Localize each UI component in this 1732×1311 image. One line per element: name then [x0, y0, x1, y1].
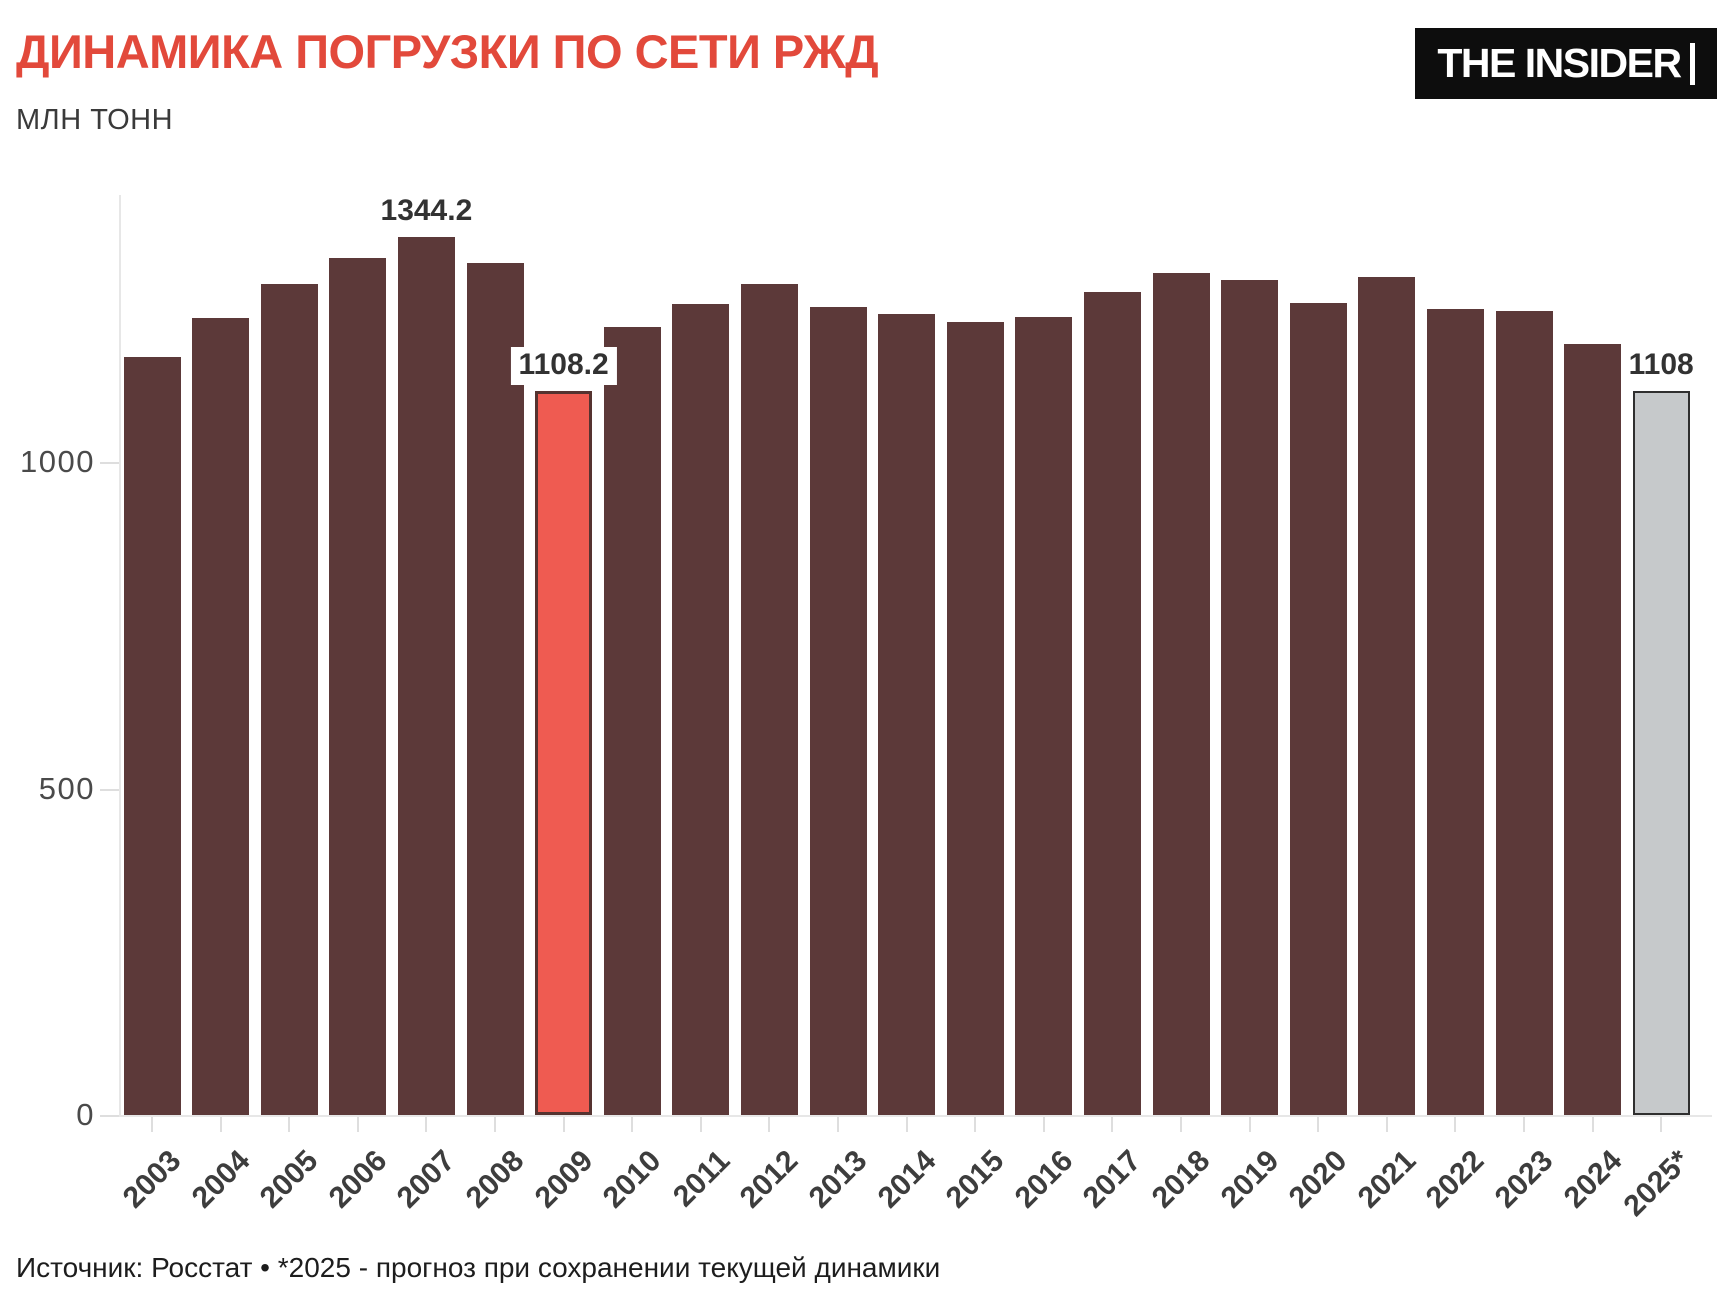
bar-2014: [878, 313, 936, 1115]
y-tick-1000: [100, 462, 119, 464]
bar-2012: [740, 284, 798, 1115]
y-tick-label-0: 0: [76, 1097, 95, 1132]
x-tick-2006: [356, 1117, 359, 1132]
bar-2008: [466, 263, 524, 1115]
x-tick-2015: [974, 1117, 977, 1132]
value-label-2007: 1344.2: [380, 194, 473, 228]
bar-2009: [535, 391, 593, 1115]
x-tick-2016: [1042, 1117, 1045, 1132]
x-tick-2025*: [1660, 1117, 1663, 1132]
y-tick-500: [100, 788, 119, 791]
x-tick-2014: [905, 1117, 908, 1132]
x-tick-2007: [425, 1117, 428, 1132]
bar-2018: [1152, 272, 1210, 1115]
bar-2005: [260, 283, 318, 1115]
x-tick-2009: [562, 1117, 565, 1132]
x-tick-2021: [1385, 1117, 1388, 1132]
x-axis-line: [119, 1115, 1712, 1117]
bar-2007: [397, 237, 455, 1115]
x-tick-2020: [1317, 1117, 1320, 1132]
logo-cursor-bar: [1689, 42, 1695, 85]
x-tick-2008: [494, 1117, 496, 1132]
source-note: Источник: Росстат • *2025 - прогноз при …: [16, 1252, 941, 1283]
the-insider-logo: THE INSIDER: [1415, 28, 1717, 99]
bar-2011: [672, 303, 730, 1115]
value-label-2009: 1108.2: [510, 347, 617, 386]
bar-2003: [123, 356, 181, 1115]
logo-text: THE INSIDER: [1437, 40, 1682, 86]
x-tick-2012: [768, 1117, 771, 1132]
x-tick-2024: [1591, 1117, 1594, 1132]
x-tick-2023: [1523, 1117, 1525, 1132]
bar-2013: [809, 307, 867, 1115]
chart-units-label: МЛН ТОНН: [16, 104, 174, 136]
bar-2022: [1426, 309, 1484, 1115]
x-tick-2019: [1248, 1117, 1251, 1132]
bar-2025*: [1632, 391, 1690, 1115]
y-tick-label-500: 500: [38, 770, 95, 806]
bar-2016: [1015, 317, 1073, 1115]
x-tick-2022: [1454, 1117, 1457, 1132]
bar-2015: [946, 322, 1004, 1115]
bar-2004: [192, 317, 250, 1115]
x-tick-2011: [699, 1117, 702, 1132]
x-tick-2003: [151, 1117, 153, 1132]
value-label-2025*: 1108: [1628, 348, 1694, 382]
y-axis-line: [119, 195, 121, 1115]
x-tick-2018: [1180, 1117, 1182, 1132]
chart-title: ДИНАМИКА ПОГРУЗКИ ПО СЕТИ РЖД: [16, 25, 879, 78]
x-tick-2013: [837, 1117, 839, 1132]
bar-2006: [329, 258, 387, 1115]
bar-2021: [1358, 277, 1416, 1115]
x-tick-2010: [631, 1117, 634, 1132]
bar-2024: [1564, 343, 1622, 1115]
bar-2023: [1495, 310, 1553, 1115]
y-tick-0: [100, 1115, 119, 1117]
x-tick-2017: [1111, 1117, 1114, 1132]
bar-2010: [603, 327, 661, 1115]
bar-2019: [1221, 280, 1279, 1115]
y-tick-label-1000: 1000: [20, 444, 95, 479]
bar-2020: [1289, 302, 1347, 1115]
x-tick-2005: [288, 1117, 291, 1132]
x-tick-2004: [219, 1117, 222, 1132]
bar-2017: [1083, 291, 1141, 1115]
